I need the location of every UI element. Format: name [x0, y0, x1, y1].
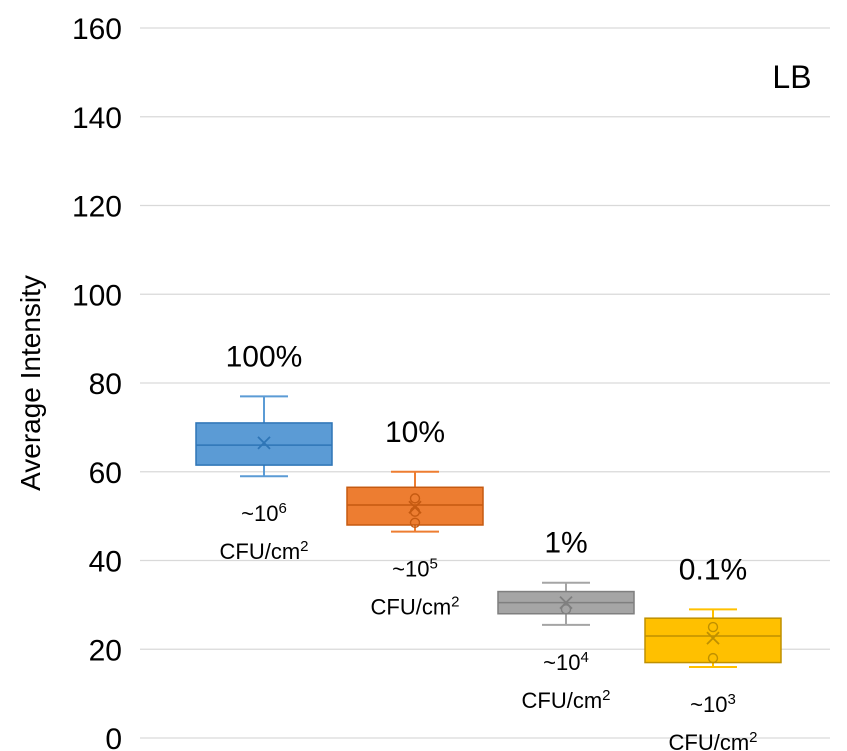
- y-tick-label: 80: [89, 368, 122, 401]
- cfu-unit-label: CFU/cm2: [669, 729, 758, 751]
- corner-label: LB: [772, 59, 811, 95]
- cfu-exponent-label: ~105: [392, 555, 438, 582]
- y-tick-label: 140: [72, 102, 122, 135]
- grid-lines: [140, 27, 830, 739]
- y-tick-labels: 0 20 40 60 80 100 120 140 160: [72, 13, 122, 751]
- data-point: [409, 506, 421, 517]
- cfu-unit-label: CFU/cm2: [371, 593, 460, 620]
- y-axis-title: Average Intensity: [15, 275, 46, 491]
- cfu-unit-label: CFU/cm2: [220, 538, 309, 565]
- box-3: [497, 581, 635, 626]
- y-tick-label: 120: [72, 191, 122, 224]
- percent-label: 100%: [226, 340, 303, 373]
- box-1: [195, 395, 333, 478]
- box-2: [346, 470, 484, 533]
- box-labels: 100% ~106 CFU/cm2 10% ~105 CFU/cm2 1% ~104 CFU/c…: [220, 340, 758, 751]
- percent-label: 10%: [385, 416, 445, 449]
- data-point: [707, 652, 719, 664]
- cfu-exponent-label: ~106: [241, 500, 287, 527]
- cfu-exponent-label: ~103: [690, 691, 736, 718]
- y-tick-label: 40: [89, 546, 122, 579]
- cfu-unit-label: CFU/cm2: [522, 686, 611, 713]
- cfu-exponent-label: ~104: [543, 648, 589, 675]
- y-tick-label: 60: [89, 457, 122, 490]
- mean-marker: [257, 436, 271, 450]
- percent-label: 1%: [544, 527, 587, 560]
- percent-label: 0.1%: [679, 553, 747, 586]
- data-point: [707, 621, 719, 633]
- box-4: [644, 608, 782, 668]
- y-tick-label: 160: [72, 13, 122, 46]
- y-tick-label: 0: [105, 723, 122, 751]
- data-point: [409, 493, 421, 504]
- box-body: [644, 617, 782, 664]
- y-tick-label: 100: [72, 279, 122, 312]
- boxes: [195, 395, 782, 668]
- data-point: [560, 604, 572, 615]
- mean-marker: [706, 631, 720, 645]
- data-point: [409, 517, 421, 528]
- y-tick-label: 20: [89, 634, 122, 667]
